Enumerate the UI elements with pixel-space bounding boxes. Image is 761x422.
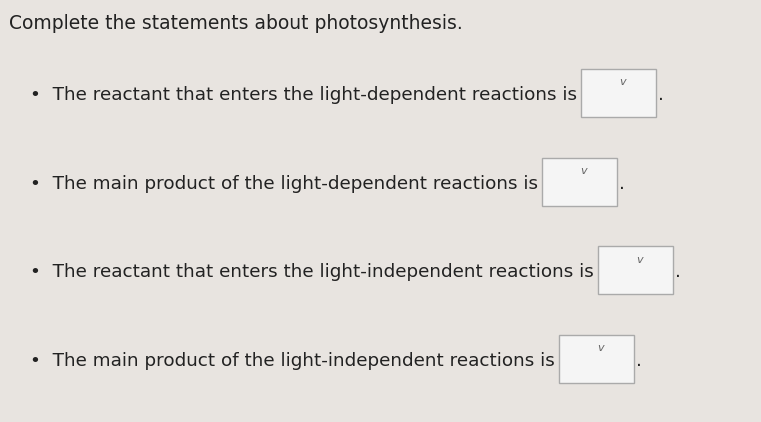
Text: v: v [597, 343, 603, 353]
Text: v: v [619, 77, 626, 87]
Text: •  The reactant that enters the light-independent reactions is: • The reactant that enters the light-ind… [30, 263, 594, 281]
FancyBboxPatch shape [598, 246, 673, 294]
Text: .: . [658, 86, 664, 104]
FancyBboxPatch shape [559, 335, 634, 383]
Text: .: . [619, 175, 626, 192]
Text: •  The main product of the light-independent reactions is: • The main product of the light-independ… [30, 352, 556, 370]
Text: Complete the statements about photosynthesis.: Complete the statements about photosynth… [9, 14, 463, 33]
Text: v: v [581, 166, 587, 176]
FancyBboxPatch shape [581, 69, 657, 117]
Text: •  The main product of the light-dependent reactions is: • The main product of the light-dependen… [30, 175, 539, 192]
FancyBboxPatch shape [543, 157, 617, 206]
Text: •  The reactant that enters the light-dependent reactions is: • The reactant that enters the light-dep… [30, 86, 578, 104]
Text: .: . [675, 263, 681, 281]
Text: v: v [636, 254, 643, 265]
Text: .: . [636, 352, 642, 370]
